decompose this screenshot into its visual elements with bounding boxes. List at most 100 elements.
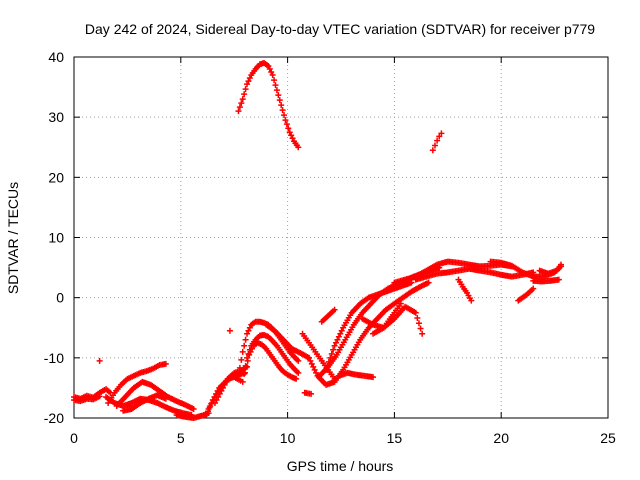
data-point (244, 330, 251, 337)
data-point (269, 72, 276, 79)
data-point (241, 342, 248, 349)
data-point (211, 399, 218, 406)
data-point (337, 330, 344, 337)
data-point (246, 75, 253, 82)
series-arc-c (105, 360, 169, 406)
data-point (295, 144, 302, 151)
y-tick-label: 40 (48, 49, 64, 65)
data-point (247, 348, 254, 355)
data-point (190, 405, 197, 412)
data-point (555, 276, 562, 283)
data-point (414, 314, 421, 321)
data-point (271, 77, 278, 84)
data-point (397, 300, 404, 307)
data-point (244, 81, 251, 88)
data-point (203, 411, 210, 418)
data-points (71, 60, 565, 421)
data-point (323, 366, 330, 373)
data-point (242, 86, 249, 93)
data-point (331, 306, 338, 313)
data-point (221, 381, 228, 388)
data-point (285, 125, 292, 132)
data-point (242, 336, 249, 343)
data-point (431, 142, 438, 149)
data-point (249, 345, 255, 352)
data-point (308, 390, 315, 397)
data-point (239, 378, 246, 385)
data-point (238, 100, 245, 107)
y-tick-label: 10 (48, 230, 64, 246)
series-arc-j (226, 327, 233, 334)
series-arc-h (205, 374, 244, 412)
series-arc-w (370, 300, 404, 337)
series-arc-ee (536, 261, 565, 277)
data-point (331, 342, 338, 349)
data-point (213, 396, 220, 403)
data-point (223, 378, 230, 385)
x-axis-label: GPS time / hours (287, 458, 394, 474)
x-tick-label: 20 (493, 430, 509, 446)
data-point (370, 374, 377, 381)
data-point (324, 362, 331, 369)
data-point (289, 135, 296, 142)
data-point (436, 133, 443, 140)
data-point (307, 357, 314, 364)
grid (74, 57, 608, 418)
data-point (238, 356, 245, 363)
series-arc-l (239, 331, 302, 385)
series-arc-z (429, 130, 445, 154)
data-point (281, 112, 288, 119)
data-point (311, 366, 318, 373)
data-point (295, 357, 302, 364)
data-point (335, 333, 342, 340)
y-tick-label: 20 (48, 169, 64, 185)
data-point (236, 364, 243, 371)
data-point (239, 96, 246, 103)
data-point (246, 324, 253, 331)
y-tick-label: 0 (56, 290, 64, 306)
chart-title: Day 242 of 2024, Sidereal Day-to-day VTE… (85, 21, 595, 37)
axis-ticks: 0 5 10 15 20 25 -20 -10 0 10 20 30 40 (44, 49, 616, 446)
data-point (215, 393, 222, 400)
data-point (275, 92, 282, 99)
series-arc-x (391, 258, 515, 286)
data-point (268, 69, 275, 76)
series-arc-cc (515, 285, 537, 304)
data-point (243, 363, 250, 370)
data-point (425, 279, 432, 286)
y-tick-label: 30 (48, 109, 64, 125)
data-point (282, 117, 289, 124)
data-point (207, 402, 214, 409)
data-point (338, 327, 345, 334)
x-tick-label: 15 (387, 430, 403, 446)
data-point (286, 129, 293, 136)
series-arc-peak (235, 60, 302, 151)
series-arc-aa (455, 276, 475, 304)
data-point (239, 348, 246, 355)
data-point (429, 147, 436, 154)
data-point (241, 369, 248, 376)
data-point (283, 121, 290, 128)
data-point (216, 390, 223, 397)
y-tick-label: -20 (44, 410, 64, 426)
x-tick-label: 25 (600, 430, 616, 446)
data-point (330, 346, 337, 353)
x-tick-label: 10 (280, 430, 296, 446)
series-arc-n (263, 321, 312, 361)
data-point (266, 66, 273, 73)
data-point (218, 387, 225, 394)
y-axis-label: SDTVAR / TECUs (5, 182, 21, 294)
x-tick-label: 0 (70, 430, 78, 446)
data-point (265, 63, 272, 70)
series-arc-e (120, 392, 169, 414)
series-arc-g (203, 369, 248, 418)
data-point (438, 130, 445, 137)
series-isolated-1 (96, 357, 103, 364)
data-point (293, 375, 300, 382)
data-point (419, 330, 426, 337)
series-arc-q (305, 279, 432, 388)
series-arc-r (316, 264, 443, 379)
data-point (235, 372, 242, 379)
data-point (468, 297, 475, 304)
